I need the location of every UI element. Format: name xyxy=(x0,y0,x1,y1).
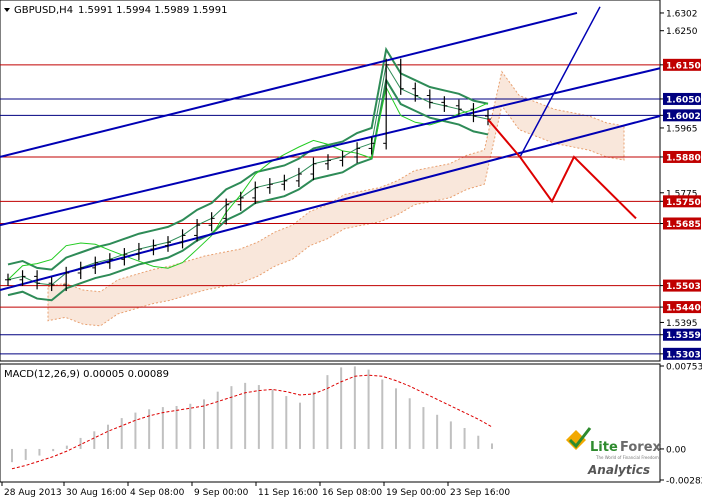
level-price-tag-text: 1.5750 xyxy=(666,198,701,208)
level-price-tag-text: 1.5440 xyxy=(666,304,701,314)
forecast-line xyxy=(487,118,637,220)
axis-tick-label: 1.6302 xyxy=(666,9,698,19)
level-price-tag-text: 1.6150 xyxy=(666,61,701,71)
brand-name-forex: Forex xyxy=(620,440,662,455)
time-label: 11 Sep 16:00 xyxy=(258,488,318,498)
level-price-tag-text: 1.5685 xyxy=(666,220,701,230)
time-label: 30 Aug 16:00 xyxy=(66,488,127,498)
time-label: 4 Sep 08:00 xyxy=(130,488,185,498)
level-price-tag-text: 1.5880 xyxy=(666,153,701,163)
time-label: 9 Sep 00:00 xyxy=(194,488,249,498)
macd-plot-area[interactable] xyxy=(0,363,661,483)
cloud-area xyxy=(47,70,625,327)
time-label: 16 Sep 08:00 xyxy=(322,488,382,498)
channel-ascending-ray xyxy=(519,6,601,158)
upper-band xyxy=(7,46,489,271)
time-label: 28 Aug 2013 xyxy=(4,488,62,498)
main-plot-area[interactable] xyxy=(0,0,661,362)
price-bars xyxy=(5,58,491,292)
lagging-line xyxy=(7,85,489,281)
level-price-tag xyxy=(663,150,701,163)
level-price-tag xyxy=(663,217,701,230)
time-label: 19 Sep 00:00 xyxy=(386,488,446,498)
level-price-tag xyxy=(663,328,701,341)
brand-name-lite: Lite xyxy=(590,440,618,455)
level-price-tag xyxy=(663,109,701,122)
symbol-label: GBPUSD,H4 xyxy=(14,5,73,16)
axis-tick-label: 1.5775 xyxy=(666,189,698,199)
horizontal-levels xyxy=(0,64,660,355)
level-price-tag xyxy=(663,301,701,314)
macd-signal-line xyxy=(11,374,493,470)
logo-diamond-icon xyxy=(566,430,586,450)
level-price-tag xyxy=(663,195,701,208)
level-price-tag-text: 1.6050 xyxy=(666,95,701,105)
price-axis: 1.6302 1.6250 1.6150 1.6050 1.6002 1.5965 1.58… xyxy=(660,9,702,487)
level-price-tag-text: 1.5503 xyxy=(666,282,701,292)
time-label: 23 Sep 16:00 xyxy=(450,488,510,498)
logo-check-icon xyxy=(568,427,592,449)
axis-tick-label: 1.5395 xyxy=(666,319,698,329)
liteforex-logo: Lite Forex The World of Financial Freedo… xyxy=(566,427,662,477)
level-price-tag-text: 1.5359 xyxy=(666,331,701,341)
lower-band xyxy=(7,77,489,302)
macd-axis-label: 0.00 xyxy=(666,445,686,455)
axis-tick-label: 1.6250 xyxy=(666,27,698,37)
ichimoku-cloud xyxy=(47,70,625,327)
channel-mid xyxy=(0,67,661,227)
macd-indicator xyxy=(11,366,493,470)
middle-band xyxy=(7,63,489,286)
axis-tick-label: 1.5965 xyxy=(666,124,698,134)
level-price-tag xyxy=(663,279,701,292)
bollinger-bands xyxy=(7,46,489,302)
channel-upper xyxy=(0,11,578,158)
time-axis: 28 Aug 2013 30 Aug 16:00 4 Sep 08:00 9 Sep … xyxy=(1,482,510,498)
brand-tagline: The World of Financial Freedom xyxy=(595,455,659,460)
macd-label: MACD(12,26,9) 0.00005 0.00089 xyxy=(4,369,169,380)
level-price-tag-text: 1.5303 xyxy=(666,350,701,360)
level-price-tag xyxy=(663,58,701,71)
level-price-tag xyxy=(663,347,701,360)
dropdown-triangle-icon[interactable] xyxy=(4,8,10,12)
level-price-tag-text: 1.6002 xyxy=(666,112,701,122)
forecast-path xyxy=(487,118,637,220)
level-price-tag xyxy=(663,92,701,105)
brand-analytics: Analytics xyxy=(587,463,650,477)
macd-axis-label: 0.00753 xyxy=(666,363,702,373)
ohlc-values: 1.5991 1.5994 1.5989 1.5991 xyxy=(78,5,228,16)
